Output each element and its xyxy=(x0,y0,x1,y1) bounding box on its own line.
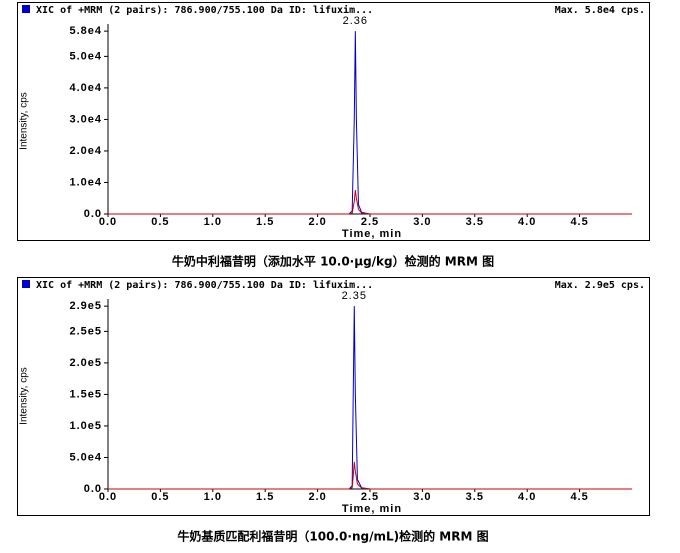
y-tick-label: 2.0e4 xyxy=(69,145,102,157)
x-tick-label: 1.5 xyxy=(256,216,274,228)
header-bar xyxy=(18,3,649,16)
y-tick-label: 3.0e4 xyxy=(69,113,102,125)
x-tick-label: 1.0 xyxy=(204,216,222,228)
legend-swatch xyxy=(22,5,30,13)
x-tick-label: 0.5 xyxy=(151,216,169,228)
legend-swatch xyxy=(22,280,30,288)
header-bar xyxy=(18,278,649,291)
y-tick-label: 0.0 xyxy=(84,483,102,495)
x-tick-label: 4.5 xyxy=(570,216,588,228)
x-tick-label: 0.0 xyxy=(99,491,117,503)
x-axis-label: Time, min xyxy=(342,228,402,240)
caption: 牛奶中利福昔明（添加水平 10.0·μg/kg）检测的 MRM 图 xyxy=(172,254,494,269)
x-tick-label: 0.5 xyxy=(151,491,169,503)
y-tick-label: 2.0e5 xyxy=(69,357,102,369)
peak-label: 2.35 xyxy=(342,290,367,302)
x-tick-label: 2.5 xyxy=(361,216,379,228)
x-tick-label: 3.5 xyxy=(466,216,484,228)
y-tick-label: 0.0 xyxy=(84,208,102,220)
x-tick-label: 3.5 xyxy=(466,491,484,503)
x-tick-label: 4.0 xyxy=(518,216,536,228)
y-tick-label: 5.0e4 xyxy=(69,451,102,463)
max-label: Max. 5.8e4 cps. xyxy=(555,5,645,16)
series-line xyxy=(108,461,632,490)
x-tick-label: 3.0 xyxy=(413,216,431,228)
series-line xyxy=(108,306,632,490)
y-tick-label: 5.0e4 xyxy=(69,50,102,62)
header: XIC of +MRM (2 pairs): 786.900/755.100 D… xyxy=(36,279,373,291)
x-tick-label: 2.0 xyxy=(308,491,326,503)
x-axis-label: Time, min xyxy=(342,503,402,515)
y-tick-label: 5.8e4 xyxy=(69,25,102,37)
y-tick-label: 1.0e4 xyxy=(69,176,102,188)
frame xyxy=(17,277,650,516)
peak-label: 2.36 xyxy=(343,15,368,27)
x-tick-label: 2.5 xyxy=(361,491,379,503)
caption: 牛奶基质匹配利福昔明（100.0·ng/mL)检测的 MRM 图 xyxy=(177,529,488,544)
series-line xyxy=(108,189,632,215)
x-tick-label: 2.0 xyxy=(308,216,326,228)
y-axis-label: Intensity, cps xyxy=(19,367,30,425)
x-tick-label: 0.0 xyxy=(99,216,117,228)
x-tick-label: 1.5 xyxy=(256,491,274,503)
x-tick-label: 1.0 xyxy=(204,491,222,503)
x-tick-label: 4.0 xyxy=(518,491,536,503)
y-tick-label: 2.5e5 xyxy=(69,325,102,337)
max-label: Max. 2.9e5 cps. xyxy=(555,280,645,291)
y-tick-label: 2.9e5 xyxy=(69,300,102,312)
y-tick-label: 4.0e4 xyxy=(69,82,102,94)
y-axis-label: Intensity, cps xyxy=(19,92,30,150)
x-tick-label: 3.0 xyxy=(413,491,431,503)
header: XIC of +MRM (2 pairs): 786.900/755.100 D… xyxy=(36,4,373,16)
y-tick-label: 1.0e5 xyxy=(69,420,102,432)
series-line xyxy=(108,31,632,215)
frame xyxy=(17,2,650,241)
y-tick-label: 1.5e5 xyxy=(69,388,102,400)
x-tick-label: 4.5 xyxy=(570,491,588,503)
